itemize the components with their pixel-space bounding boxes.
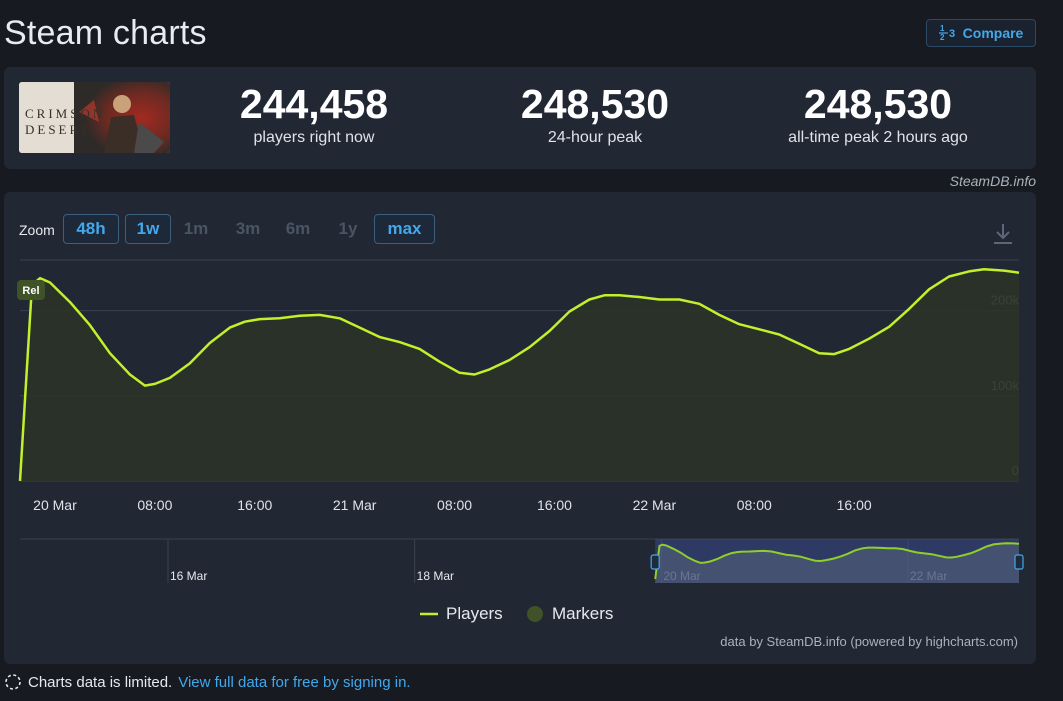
chart-panel: Zoom 48h 1w 1m 3m 6m 1y max 0100k200k20 … — [4, 192, 1036, 664]
stat-current-value: 244,458 — [239, 81, 389, 127]
x-tick-label: 08:00 — [137, 497, 172, 513]
svg-text:2: 2 — [940, 33, 945, 41]
x-tick-label: 21 Mar — [333, 497, 377, 513]
data-limited-notice: Charts data is limited. View full data f… — [4, 673, 411, 691]
steamdb-credit[interactable]: SteamDB.info — [949, 173, 1036, 189]
stat-24h-value: 248,530 — [520, 81, 670, 127]
x-tick-label: 08:00 — [437, 497, 472, 513]
navigator-label: 18 Mar — [417, 569, 454, 583]
legend-markers-dot-icon — [527, 606, 543, 622]
zoom-1m-button[interactable]: 1m — [183, 219, 209, 238]
legend-markers[interactable]: Markers — [526, 604, 613, 624]
stat-current-players: 244,458 players right now — [199, 81, 429, 147]
zoom-48h-button[interactable]: 48h — [63, 214, 119, 244]
x-tick-label: 16:00 — [837, 497, 872, 513]
game-thumbnail-title: CRIMSON DESERT — [25, 106, 106, 137]
zoom-1y-button[interactable]: 1y — [338, 219, 358, 238]
page-title: Steam charts — [4, 14, 207, 52]
sign-in-link[interactable]: View full data for free by signing in. — [178, 673, 411, 691]
game-thumbnail[interactable]: CRIMSON DESERT — [19, 82, 170, 153]
legend-players-label: Players — [446, 604, 503, 623]
players-area — [20, 269, 1019, 481]
release-marker-label: Rel — [22, 285, 39, 297]
navigator-series-line — [654, 542, 1020, 580]
zoom-1w-button[interactable]: 1w — [125, 214, 171, 244]
zoom-max-button[interactable]: max — [374, 214, 435, 244]
legend-markers-label: Markers — [552, 604, 614, 623]
x-tick-label: 22 Mar — [633, 497, 677, 513]
players-series-line — [18, 268, 1020, 482]
zoom-3m-button[interactable]: 3m — [235, 219, 261, 238]
zoom-6m-button[interactable]: 6m — [285, 219, 311, 238]
legend-players[interactable]: Players — [420, 604, 503, 624]
fraction-icon: 1 2 3 — [938, 23, 957, 44]
svg-text:1: 1 — [940, 24, 945, 33]
stat-current-label: players right now — [253, 129, 375, 146]
svg-text:3: 3 — [949, 28, 955, 40]
x-tick-label: 16:00 — [537, 497, 572, 513]
stat-24h-peak: 248,530 24-hour peak — [480, 81, 710, 147]
stats-panel: CRIMSON DESERT 244,458 players right now… — [4, 67, 1036, 169]
navigator-label: 16 Mar — [170, 569, 207, 583]
release-marker — [16, 280, 45, 300]
x-tick-label: 20 Mar — [33, 497, 77, 513]
x-tick-label: 16:00 — [237, 497, 272, 513]
navigator-handle-left — [650, 554, 660, 570]
x-tick-label: 08:00 — [737, 497, 772, 513]
compare-button[interactable]: 1 2 3 Compare — [926, 19, 1036, 47]
zoom-label: Zoom — [19, 222, 55, 238]
compare-label: Compare — [962, 25, 1024, 41]
navigator-area — [655, 543, 1019, 583]
stat-24h-label: 24-hour peak — [547, 129, 643, 146]
download-icon[interactable] — [992, 222, 1014, 251]
stat-all-time-peak: 248,530 all-time peak 2 hours ago — [748, 81, 1008, 147]
navigator-handle-right — [1014, 554, 1024, 570]
stat-alltime-value: 248,530 — [803, 81, 953, 127]
dashed-circle-icon — [5, 674, 21, 690]
highcharts-credit[interactable]: data by SteamDB.info (powered by highcha… — [720, 634, 1018, 649]
stat-alltime-label: all-time peak 2 hours ago — [788, 129, 968, 146]
chart-legend: Players Markers — [4, 604, 1036, 626]
notice-text: Charts data is limited. — [28, 673, 173, 691]
